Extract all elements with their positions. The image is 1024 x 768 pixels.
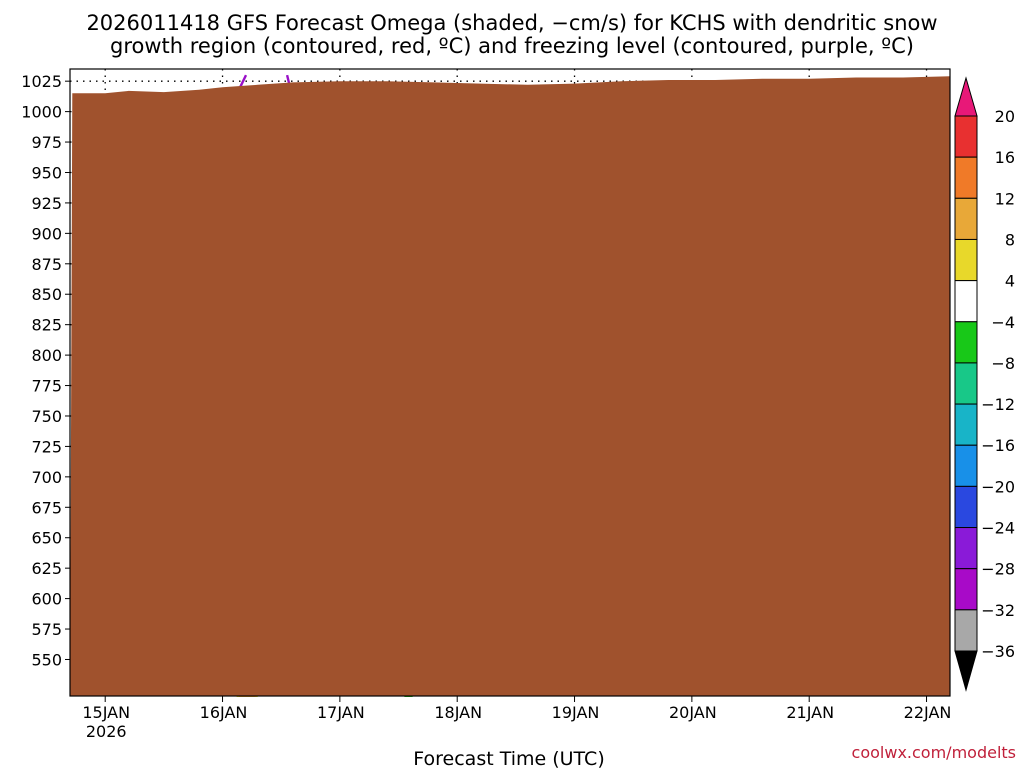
colorbar-label: 8 — [1005, 230, 1015, 249]
y-tick-label: 950 — [31, 163, 62, 182]
colorbar-label: −32 — [981, 601, 1015, 620]
colorbar-label: −28 — [981, 560, 1015, 579]
y-tick-label: 675 — [31, 498, 62, 517]
y-tick-label: 825 — [31, 316, 62, 335]
y-tick-label: 575 — [31, 620, 62, 639]
colorbar-swatch — [954, 568, 978, 611]
colorbar-under-arrow — [954, 650, 978, 692]
y-tick-label: 700 — [31, 468, 62, 487]
colorbar-swatch — [954, 238, 978, 282]
ground-surface — [70, 76, 950, 697]
plot-area: −12−12−12−12−12−120000000000 — [69, 68, 951, 697]
y-tick-label: 600 — [31, 590, 62, 609]
y-tick-label: 850 — [31, 285, 62, 304]
colorbar-swatch — [954, 527, 978, 570]
y-tick-label: 925 — [31, 194, 62, 213]
colorbar-label: −36 — [981, 642, 1015, 661]
y-tick-label: 725 — [31, 437, 62, 456]
chart-title-line2: growth region (contoured, red, ºC) and f… — [110, 34, 914, 58]
colorbar-swatch — [954, 156, 978, 199]
x-tick-label: 18JAN — [434, 703, 482, 722]
colorbar: 20 16 12 8 4 −4 −8 −12 −16 −20 −24 −28 −32 −36 — [954, 76, 1015, 692]
y-tick-label: 775 — [31, 377, 62, 396]
y-tick-label: 875 — [31, 255, 62, 274]
colorbar-label: −16 — [981, 436, 1015, 455]
colorbar-swatch — [954, 609, 978, 652]
colorbar-label: −20 — [981, 477, 1015, 496]
colorbar-label: 16 — [995, 148, 1015, 167]
colorbar-label: 12 — [995, 189, 1015, 208]
y-tick-label: 975 — [31, 133, 62, 152]
x-axis-label: Forecast Time (UTC) — [413, 748, 604, 768]
y-tick-label: 625 — [31, 559, 62, 578]
colorbar-swatch — [954, 197, 978, 240]
colorbar-label: −12 — [981, 395, 1015, 414]
credit-text: coolwx.com/modelts — [852, 743, 1016, 762]
y-tick-label: 800 — [31, 346, 62, 365]
y-tick-label: 1000 — [21, 103, 62, 122]
colorbar-label: −24 — [981, 519, 1015, 538]
x-tick-label: 17JAN — [317, 703, 365, 722]
x-tick-label: 21JAN — [786, 703, 834, 722]
colorbar-swatch — [954, 444, 978, 487]
colorbar-label: −8 — [991, 354, 1015, 373]
y-axis: 550 575 600 625 650 675 700 725 750 775 800 825 850 8… — [21, 72, 70, 669]
y-tick-label: 900 — [31, 224, 62, 243]
x-tick-label: 15JAN — [82, 703, 130, 722]
colorbar-label: −4 — [991, 313, 1015, 332]
chart-title-line1: 2026011418 GFS Forecast Omega (shaded, −… — [86, 11, 937, 35]
colorbar-swatch — [954, 280, 978, 323]
y-tick-label: 1025 — [21, 72, 62, 91]
colorbar-swatch — [954, 403, 978, 446]
colorbar-swatch — [954, 485, 978, 529]
colorbar-swatch — [954, 362, 978, 405]
y-tick-label: 550 — [31, 650, 62, 669]
x-tick-label: 19JAN — [552, 703, 600, 722]
y-tick-label: 750 — [31, 407, 62, 426]
colorbar-label: 4 — [1005, 272, 1015, 291]
colorbar-label: 20 — [995, 107, 1015, 126]
x-tick-label: 20JAN — [669, 703, 717, 722]
x-tick-label: 22JAN — [904, 703, 952, 722]
x-tick-sublabel: 2026 — [86, 722, 127, 741]
ground-fill — [70, 76, 950, 697]
colorbar-swatch — [954, 321, 978, 364]
y-tick-label: 650 — [31, 529, 62, 548]
x-tick-label: 16JAN — [200, 703, 248, 722]
plot-frame — [69, 68, 951, 697]
colorbar-swatch — [954, 115, 978, 158]
